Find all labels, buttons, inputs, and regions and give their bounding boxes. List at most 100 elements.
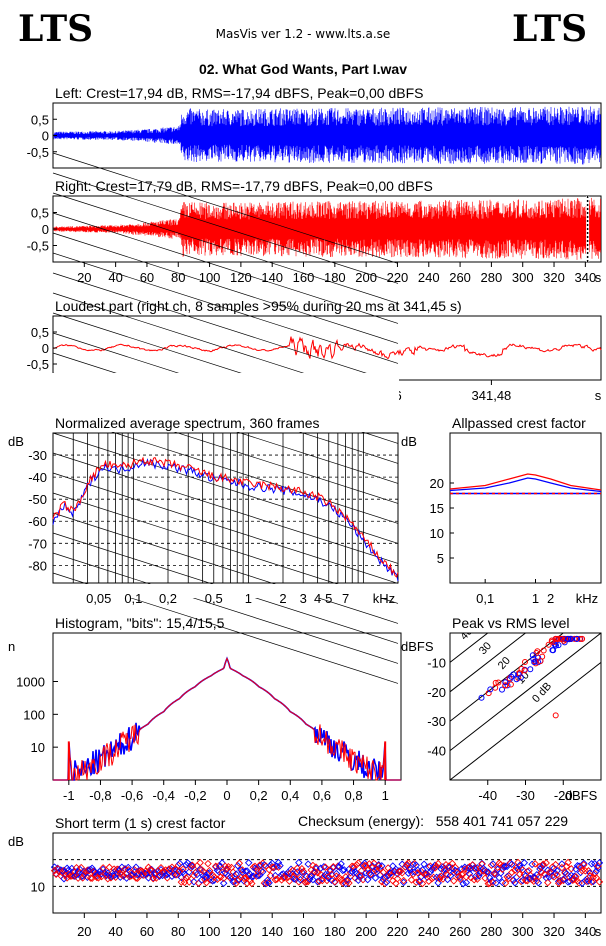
y-tick-label: 0,5 <box>31 206 49 221</box>
crest-point <box>559 875 568 884</box>
crest-point <box>219 879 228 888</box>
y-axis-label: n <box>8 639 15 654</box>
x-tick-label: 340 <box>574 924 596 939</box>
x-tick-label: 220 <box>387 270 409 285</box>
crest-point <box>74 868 82 876</box>
y-tick-label: 0 <box>42 129 49 144</box>
crest-point <box>517 877 525 886</box>
crest-point <box>316 864 325 872</box>
crest-point <box>595 859 604 867</box>
scatter-point <box>558 635 565 642</box>
crest-point <box>470 876 478 884</box>
crest-point <box>193 870 201 879</box>
diagonal-label: 40 <box>458 625 475 642</box>
x-tick-label: -0,6 <box>121 788 143 803</box>
x-tick-label: 20 <box>77 924 91 939</box>
crest-point <box>119 872 128 880</box>
crest-point <box>426 868 435 876</box>
scatter-point <box>507 681 514 688</box>
crest-point <box>378 878 386 886</box>
x-tick-label: 0,8 <box>345 788 363 803</box>
crest-point <box>508 860 516 869</box>
x-tick-label: -0,4 <box>153 788 175 803</box>
crest-point <box>284 873 292 882</box>
crest-point <box>118 863 126 871</box>
crest-point <box>498 878 507 887</box>
scatter-point <box>545 641 552 648</box>
crest-point <box>213 875 222 883</box>
crest-point <box>374 861 383 869</box>
x-tick-label: 0,5 <box>205 591 223 606</box>
crest-point <box>321 863 330 872</box>
crest-point <box>457 870 466 879</box>
x-tick-label: 160 <box>293 924 315 939</box>
crest-point <box>482 868 491 876</box>
crest-point <box>471 864 480 873</box>
crest-point <box>331 878 339 886</box>
crest-point <box>124 863 132 872</box>
x-tick-label: 180 <box>324 270 346 285</box>
crest-point <box>262 879 270 888</box>
x-unit-label: s <box>595 270 602 285</box>
scatter-point <box>502 679 509 686</box>
crest-point <box>188 862 197 871</box>
crest-point <box>481 874 489 882</box>
x-tick-label: 320 <box>543 270 565 285</box>
slope-line <box>52 432 399 544</box>
logo-left: LTS <box>18 8 94 50</box>
crest-point <box>141 869 150 878</box>
crest-point <box>299 867 308 876</box>
scatter-point <box>478 694 485 701</box>
crest-point <box>201 875 209 884</box>
crest-point <box>501 879 510 887</box>
x-unit-label: kHz <box>576 591 598 606</box>
scatter-point <box>562 636 569 643</box>
crest-point <box>390 867 399 876</box>
y-tick-label: -0,5 <box>27 145 49 160</box>
crest-point <box>161 871 170 879</box>
crest-point <box>307 872 316 881</box>
crest-point <box>515 861 524 870</box>
scatter-point <box>574 635 581 642</box>
crest-point <box>395 867 403 876</box>
scatter-point <box>485 690 492 697</box>
crest-point <box>285 877 294 885</box>
crest-point <box>243 879 251 888</box>
crest-point <box>387 869 395 877</box>
x-tick-label: 200 <box>355 270 377 285</box>
plot-title: Peak vs RMS level <box>452 615 569 631</box>
slope-line <box>52 212 399 324</box>
x-tick-label: 120 <box>230 924 252 939</box>
crest-point <box>88 874 96 882</box>
crest-point <box>398 869 406 877</box>
crest-point <box>345 879 353 887</box>
x-tick-label: 140 <box>261 924 283 939</box>
y-tick-label: 100 <box>23 707 45 722</box>
crest-point <box>296 875 305 884</box>
crest-point <box>273 862 281 871</box>
plot-title: Short term (1 s) crest factor <box>55 815 226 831</box>
crest-point <box>363 875 372 884</box>
crest-point <box>553 871 561 879</box>
crest-point <box>320 863 328 871</box>
crest-point <box>586 872 594 881</box>
crest-point <box>434 859 442 868</box>
crest-point <box>533 871 541 879</box>
histogram-series <box>53 657 401 781</box>
crest-point <box>235 859 244 868</box>
crest-point <box>241 873 250 882</box>
diagonal-label: 30 <box>477 640 494 657</box>
loudest-trace <box>52 336 602 360</box>
crest-point <box>443 875 452 884</box>
scatter-point <box>487 686 494 693</box>
crest-point <box>357 872 366 880</box>
x-tick-label: 280 <box>481 270 503 285</box>
x-tick-label: 220 <box>387 924 409 939</box>
y-tick-label: -30 <box>28 448 47 463</box>
crest-point <box>224 862 233 871</box>
scatter-point <box>529 652 536 659</box>
x-tick-label: -20 <box>554 788 573 803</box>
spectrum-series <box>52 458 399 582</box>
plot-title: Loudest part (right ch, 8 samples >95% d… <box>55 298 462 314</box>
scatter-point <box>552 635 559 642</box>
